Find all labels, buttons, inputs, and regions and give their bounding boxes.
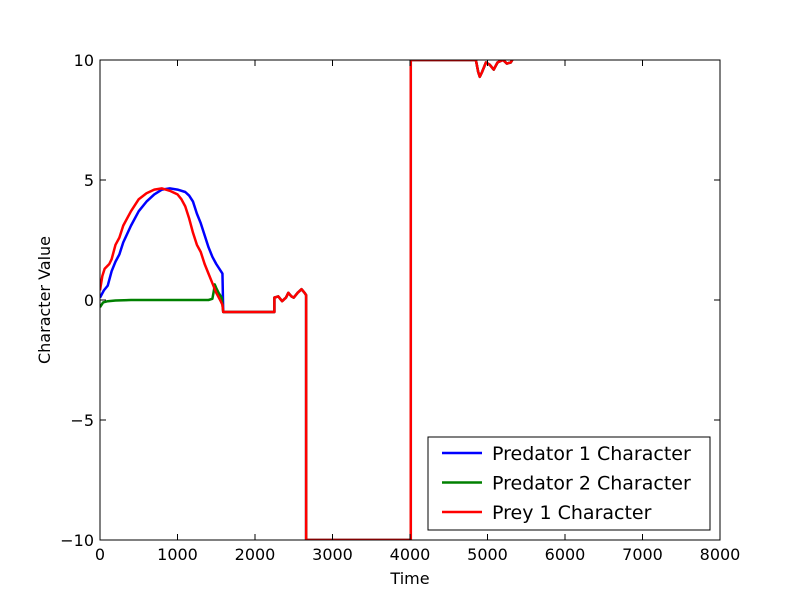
x-tick-label: 2000 <box>235 545 276 564</box>
y-tick-label: 5 <box>84 171 94 190</box>
y-tick-label: 10 <box>74 51 94 70</box>
y-axis-label: Character Value <box>35 236 54 364</box>
series-layer <box>100 60 514 540</box>
y-tick-label: −10 <box>60 531 94 550</box>
x-tick-label: 3000 <box>312 545 353 564</box>
legend: Predator 1 Character Predator 2 Character… <box>427 436 711 531</box>
x-tick-label: 5000 <box>467 545 508 564</box>
x-tick-label: 0 <box>95 545 105 564</box>
y-tick-label: −5 <box>70 411 94 430</box>
series-line-3 <box>100 60 514 540</box>
legend-label-2: Predator 2 Character <box>492 473 691 495</box>
x-tick-label: 1000 <box>157 545 198 564</box>
x-tick-label: 7000 <box>622 545 663 564</box>
legend-label-1: Predator 1 Character <box>492 443 691 465</box>
y-tick-label: 0 <box>84 291 94 310</box>
legend-label-3: Prey 1 Character <box>492 502 652 524</box>
ticks-layer: 0 1000 2000 3000 4000 5000 6000 7000 8000 −10 −5 0 5… <box>60 51 740 564</box>
x-tick-label: 8000 <box>700 545 741 564</box>
plot-frame <box>99 59 721 541</box>
x-axis-label: Time <box>389 569 429 588</box>
x-tick-label: 4000 <box>390 545 431 564</box>
x-tick-label: 6000 <box>545 545 586 564</box>
